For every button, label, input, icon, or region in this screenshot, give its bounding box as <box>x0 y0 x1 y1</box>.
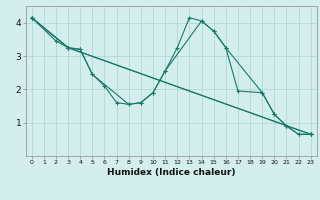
X-axis label: Humidex (Indice chaleur): Humidex (Indice chaleur) <box>107 168 236 177</box>
